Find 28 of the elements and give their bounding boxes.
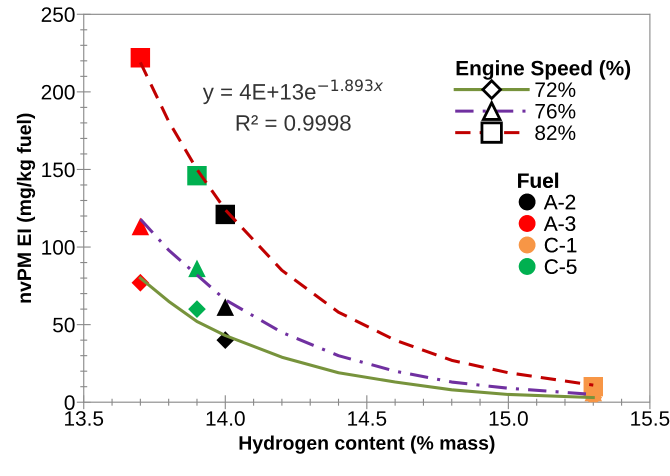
- legend-label: C-5: [544, 259, 576, 274]
- point: [216, 299, 234, 316]
- legend-label: A-2: [544, 194, 576, 210]
- annotation: Fuel: [518, 172, 558, 188]
- legend-label: C-1: [544, 238, 576, 253]
- annotation: y = 4E+13e$^{−1.893x}$: [202, 79, 384, 104]
- y-tick-label: 50: [53, 318, 75, 332]
- point: [188, 300, 206, 318]
- y-tick-label: 0: [64, 395, 75, 410]
- point: [188, 260, 206, 278]
- legend-label: A-3: [544, 216, 576, 231]
- x-tick-label: 14.5: [348, 411, 386, 426]
- x-tick-label: 15.5: [631, 411, 670, 426]
- legend-label: 82%: [535, 125, 576, 140]
- point: [132, 218, 149, 236]
- y-tick-label: 200: [42, 84, 75, 100]
- x-axis-title: Hydrogen content (% mass): [240, 436, 494, 454]
- x-tick-label: 14.0: [206, 411, 245, 426]
- y-tick-label: 250: [42, 7, 75, 22]
- legend-title: Engine Speed (%): [456, 60, 630, 80]
- x-tick-label: 15.0: [490, 411, 528, 426]
- x-tick-label: 13.5: [65, 411, 104, 426]
- legend-label: 72%: [535, 82, 576, 97]
- legend-label: 76%: [535, 104, 576, 119]
- y-axis-title: nvPM EI (mg/kg fuel): [16, 114, 36, 303]
- y-tick-label: 100: [42, 240, 75, 255]
- y-tick-label: 150: [42, 162, 75, 178]
- annotation: R² = 0.9998: [236, 115, 351, 131]
